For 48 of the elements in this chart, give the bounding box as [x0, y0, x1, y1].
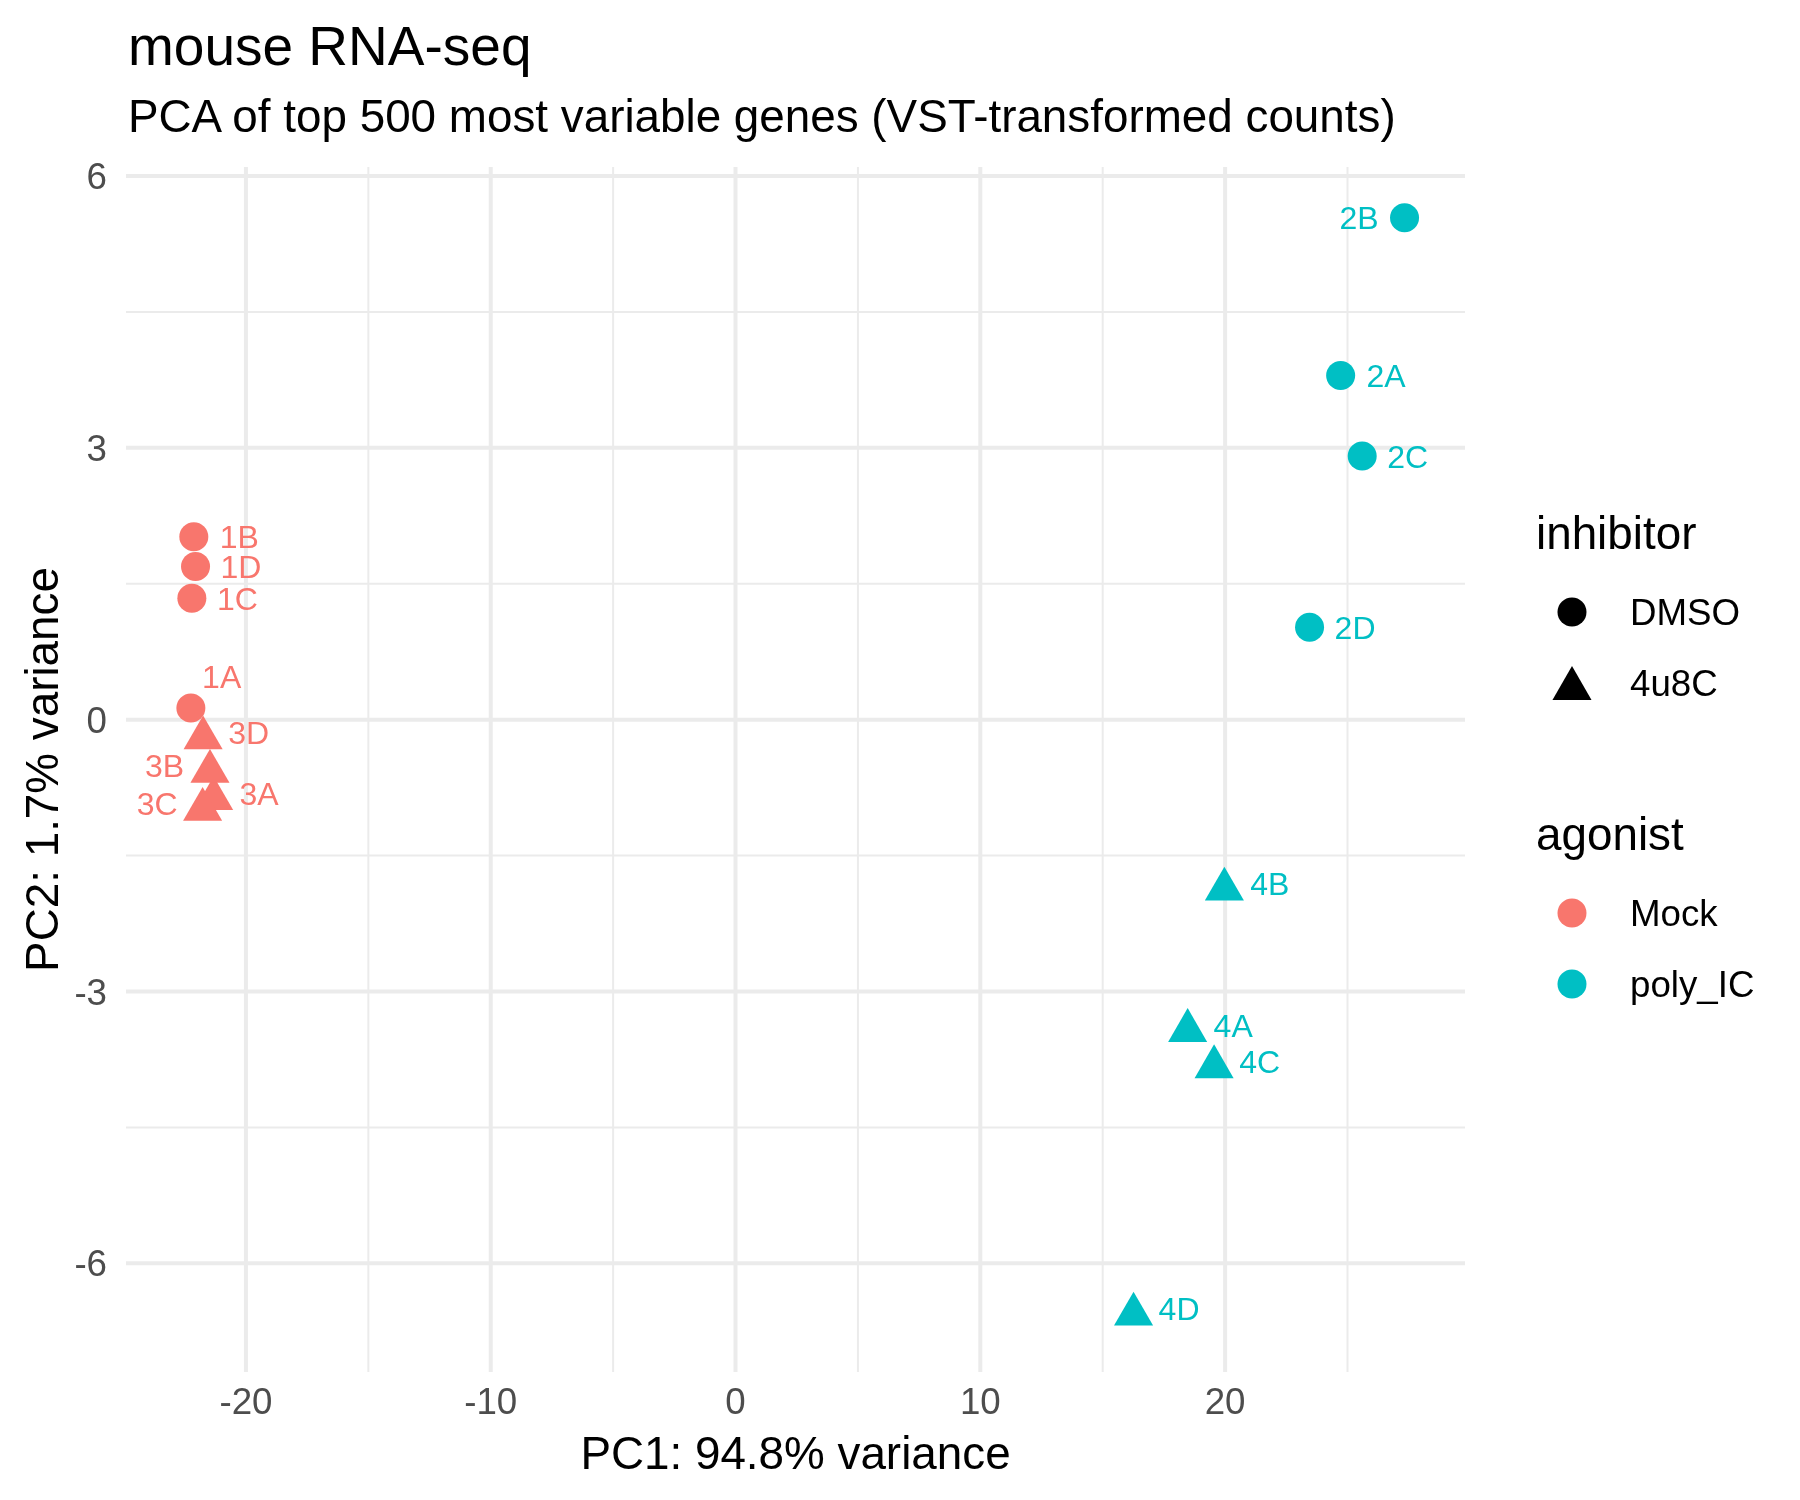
- point: [1114, 1291, 1154, 1326]
- legend-label: poly_IC: [1630, 964, 1755, 1005]
- annotation: 3C: [136, 786, 178, 823]
- annotation: 4D: [1158, 1291, 1200, 1328]
- point: [1204, 866, 1244, 901]
- point: [1194, 1044, 1234, 1079]
- annotation: 1A: [202, 659, 242, 696]
- x-tick-label: 20: [1204, 1381, 1246, 1423]
- annotation: 2D: [1334, 609, 1376, 646]
- annotation: 3A: [239, 775, 280, 812]
- legend-label: Mock: [1630, 893, 1719, 934]
- x-tick-label: 0: [725, 1381, 746, 1423]
- annotation: 4C: [1239, 1043, 1281, 1080]
- point: [177, 583, 207, 613]
- annotation: 3D: [228, 714, 270, 751]
- point: [179, 522, 209, 552]
- point: [176, 693, 206, 723]
- annotation: 4B: [1250, 866, 1290, 903]
- y-tick-label: -6: [74, 1243, 107, 1285]
- point: [1347, 441, 1377, 471]
- point: [1326, 360, 1356, 390]
- point: [1295, 612, 1325, 642]
- x-tick-label: -20: [219, 1381, 273, 1423]
- x-axis-title: PC1: 94.8% variance: [580, 1428, 1011, 1479]
- point: [1168, 1008, 1208, 1042]
- point: [190, 748, 230, 783]
- x-tick-label: -10: [464, 1381, 518, 1423]
- annotation: 3B: [144, 748, 185, 785]
- annotation: 4A: [1213, 1007, 1254, 1044]
- x-tick-label: 10: [959, 1381, 1001, 1423]
- point: [183, 715, 223, 750]
- y-tick-label: -3: [74, 971, 107, 1013]
- annotation: 2A: [1366, 357, 1407, 394]
- legend-title: agonist: [1536, 809, 1684, 860]
- text: 4u8C: [1630, 663, 1718, 704]
- annotation: 2B: [1339, 200, 1379, 237]
- y-tick-label: 3: [86, 427, 107, 469]
- text: DMSO: [1630, 592, 1741, 633]
- point: [1390, 203, 1420, 233]
- y-tick-label: 6: [86, 156, 107, 198]
- chart-title: mouse RNA-seq: [128, 15, 532, 77]
- point: [181, 552, 211, 582]
- y-axis-title: PC2: 1.7% variance: [17, 567, 68, 972]
- text: inhibitor: [1536, 508, 1697, 559]
- chart-subtitle: PCA of top 500 most variable genes (VST-transformed counts): [128, 91, 1396, 142]
- y-tick-label: 0: [86, 699, 107, 741]
- annotation: 2C: [1387, 438, 1429, 475]
- point: [183, 787, 223, 821]
